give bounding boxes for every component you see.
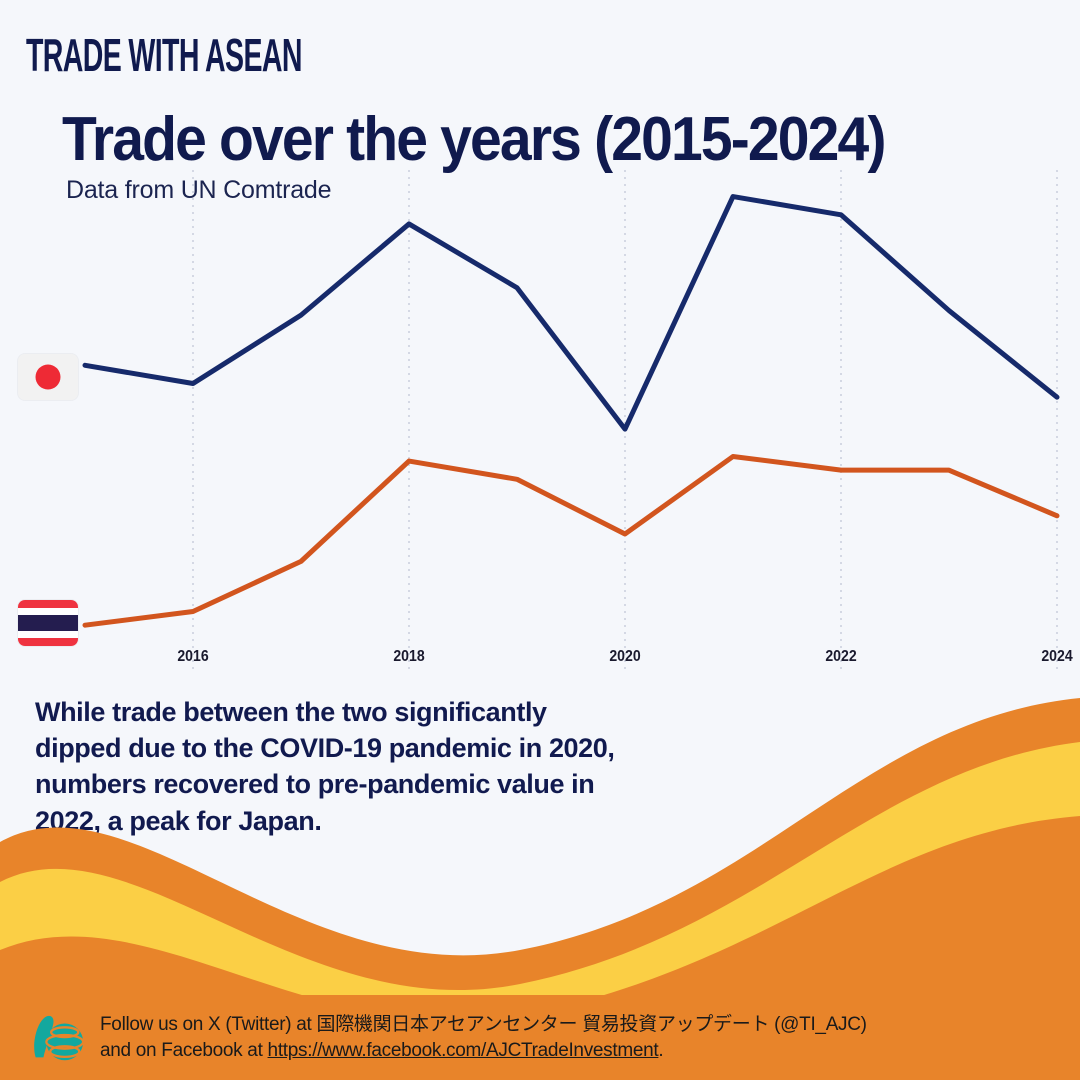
wave-inner-orange (0, 816, 1080, 1020)
footer-bar: Follow us on X (Twitter) at 国際機関日本アセアンセン… (0, 995, 1080, 1080)
page-title: Trade over the years (2015-2024) (62, 105, 886, 174)
footer-line-2-prefix: and on Facebook at (100, 1039, 268, 1061)
facebook-link[interactable]: https://www.facebook.com/AJCTradeInvestm… (267, 1039, 659, 1061)
footer-text: Follow us on X (Twitter) at 国際機関日本アセアンセン… (100, 1012, 867, 1063)
x-axis-tick-2018: 2018 (393, 648, 425, 665)
thailand-flag-icon (18, 600, 78, 646)
thailand-flag-band-white-bottom (18, 630, 78, 639)
insight-paragraph: While trade between the two significantl… (35, 697, 615, 836)
footer-line-2: and on Facebook at https://www.facebook.… (100, 1038, 867, 1064)
thailand-flag-band-red-top (18, 600, 78, 608)
decorative-wave-graphic (0, 620, 1080, 1020)
x-axis-tick-2020: 2020 (609, 648, 641, 665)
x-axis-tick-2016: 2016 (177, 648, 209, 665)
data-source-caption: Data from UN Comtrade (66, 176, 332, 204)
chart-canvas (82, 170, 1060, 670)
line-chart: 2016 2018 2020 2022 2024 (0, 170, 1080, 670)
chart-gridlines (192, 170, 1058, 670)
japan-flag-icon (18, 354, 78, 400)
x-axis-tick-2022: 2022 (825, 648, 857, 665)
wave-svg (0, 698, 1080, 1020)
thailand-flag-band-white-top (18, 607, 78, 616)
ajc-logo-icon (34, 1015, 85, 1060)
footer-line-1: Follow us on X (Twitter) at 国際機関日本アセアンセン… (100, 1013, 867, 1035)
footer-line-2-suffix: . (658, 1039, 664, 1061)
series-line-japan (82, 194, 1060, 432)
thailand-flag-band-red-bottom (18, 638, 78, 646)
series-line-thailand (82, 453, 1060, 628)
kicker-title: TRADE WITH ASEAN (26, 29, 302, 81)
x-axis-tick-2024: 2024 (1041, 648, 1073, 665)
japan-flag-disc (35, 364, 61, 390)
thailand-flag-band-navy (18, 615, 78, 631)
